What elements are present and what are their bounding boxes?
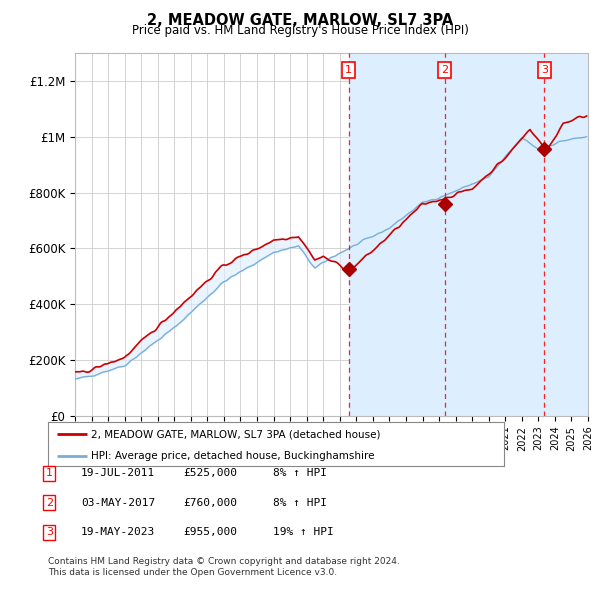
- Text: 1: 1: [46, 468, 53, 478]
- Bar: [544, 53, 563, 416]
- Text: 03-MAY-2017: 03-MAY-2017: [81, 498, 155, 507]
- Text: Contains HM Land Registry data © Crown copyright and database right 2024.: Contains HM Land Registry data © Crown c…: [48, 558, 400, 566]
- Text: £525,000: £525,000: [183, 468, 237, 478]
- Text: 2, MEADOW GATE, MARLOW, SL7 3PA (detached house): 2, MEADOW GATE, MARLOW, SL7 3PA (detache…: [91, 430, 381, 439]
- Text: 2: 2: [441, 65, 448, 75]
- Text: 1: 1: [345, 65, 352, 75]
- Text: £760,000: £760,000: [183, 498, 237, 507]
- Bar: [563, 53, 588, 416]
- Text: 19-MAY-2023: 19-MAY-2023: [81, 527, 155, 537]
- Text: 3: 3: [46, 527, 53, 537]
- Bar: [445, 53, 544, 416]
- Text: 19-JUL-2011: 19-JUL-2011: [81, 468, 155, 478]
- Text: Price paid vs. HM Land Registry's House Price Index (HPI): Price paid vs. HM Land Registry's House …: [131, 24, 469, 37]
- Text: 8% ↑ HPI: 8% ↑ HPI: [273, 498, 327, 507]
- Text: 8% ↑ HPI: 8% ↑ HPI: [273, 468, 327, 478]
- Bar: [349, 53, 445, 416]
- Text: 3: 3: [541, 65, 548, 75]
- Text: 19% ↑ HPI: 19% ↑ HPI: [273, 527, 334, 537]
- Text: This data is licensed under the Open Government Licence v3.0.: This data is licensed under the Open Gov…: [48, 568, 337, 577]
- Text: 2: 2: [46, 498, 53, 507]
- Text: £955,000: £955,000: [183, 527, 237, 537]
- Text: 2, MEADOW GATE, MARLOW, SL7 3PA: 2, MEADOW GATE, MARLOW, SL7 3PA: [147, 13, 453, 28]
- Text: HPI: Average price, detached house, Buckinghamshire: HPI: Average price, detached house, Buck…: [91, 451, 375, 461]
